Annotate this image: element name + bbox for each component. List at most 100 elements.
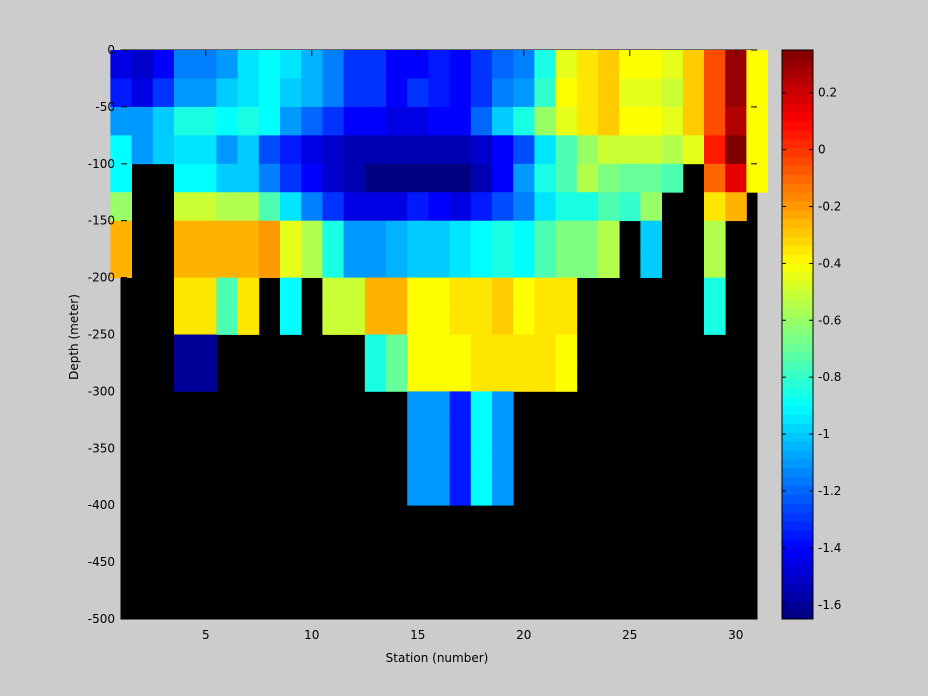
colorbar-band <box>782 583 813 593</box>
heatmap-cell <box>534 277 556 307</box>
heatmap-cell <box>449 163 472 193</box>
colorbar-band <box>782 423 813 433</box>
heatmap-cell <box>110 163 132 193</box>
heatmap-cell <box>576 163 599 193</box>
y-axis-label: Depth (meter) <box>67 294 81 380</box>
heatmap-cell <box>322 50 344 79</box>
colorbar-band <box>782 414 813 424</box>
heatmap-cell <box>661 78 684 108</box>
heatmap-cell <box>746 78 768 108</box>
colorbar-band <box>782 343 813 353</box>
heatmap-cell <box>598 220 620 250</box>
colorbar-band <box>782 192 813 202</box>
heatmap-cell <box>513 50 535 79</box>
heatmap-cell <box>322 306 344 335</box>
heatmap-cell <box>195 78 217 108</box>
heatmap-cell <box>470 306 493 335</box>
heatmap-cell <box>746 106 768 136</box>
heatmap-cell <box>343 306 366 335</box>
heatmap-cell <box>407 419 429 449</box>
heatmap-cell <box>492 78 514 108</box>
heatmap-cell <box>280 220 302 250</box>
heatmap-cell <box>280 249 302 278</box>
heatmap-cell <box>428 277 450 307</box>
heatmap-cell <box>470 135 493 165</box>
heatmap-cell <box>237 163 260 193</box>
heatmap-cell <box>598 135 620 165</box>
colorbar-tick-label: -1.4 <box>818 541 841 555</box>
heatmap-cell <box>322 106 344 136</box>
heatmap-cell <box>449 448 472 478</box>
colorbar-tick-label: -0.2 <box>818 199 841 213</box>
heatmap-cell <box>470 78 493 108</box>
heatmap-cell <box>216 135 238 165</box>
colorbar-band <box>782 387 813 398</box>
heatmap-cell <box>386 163 408 193</box>
heatmap-cell <box>301 135 323 165</box>
heatmap-cell <box>725 106 747 136</box>
heatmap-cell <box>280 192 302 222</box>
heatmap-cell <box>407 277 429 307</box>
heatmap-cell <box>407 476 429 506</box>
colorbar-band <box>782 281 813 291</box>
heatmap-cell <box>152 106 175 136</box>
colorbar-tick-label: -0.4 <box>818 256 841 270</box>
heatmap-cell <box>725 192 747 222</box>
heatmap-cell <box>470 277 493 307</box>
heatmap-cell <box>174 220 196 250</box>
heatmap-cell <box>534 106 556 136</box>
heatmap-cell <box>386 334 408 364</box>
heatmap-cell <box>152 135 175 165</box>
heatmap-cell <box>513 306 535 335</box>
heatmap-cell <box>428 50 450 79</box>
heatmap-cell <box>407 448 429 478</box>
colorbar-band <box>782 174 813 184</box>
heatmap-cell <box>195 277 217 307</box>
heatmap-cell <box>364 306 387 335</box>
heatmap-cell <box>470 476 493 506</box>
heatmap-cell <box>640 50 662 79</box>
heatmap-cell <box>174 306 196 335</box>
heatmap-cell <box>576 50 599 79</box>
heatmap-cell <box>746 163 768 193</box>
heatmap-cell <box>725 163 747 193</box>
colorbar-band <box>782 334 813 344</box>
heatmap-cell <box>682 78 705 108</box>
colorbar-band <box>782 378 813 389</box>
heatmap-cell <box>470 419 493 449</box>
heatmap-cell <box>513 277 535 307</box>
heatmap-cell <box>258 192 281 222</box>
heatmap-cell <box>534 306 556 335</box>
heatmap-cell <box>110 106 132 136</box>
heatmap-cell <box>343 220 366 250</box>
heatmap-cell <box>364 362 387 392</box>
heatmap-cell <box>364 277 387 307</box>
heatmap-cell <box>280 50 302 79</box>
heatmap-cell <box>258 163 281 193</box>
y-tick-label: -300 <box>88 384 115 398</box>
colorbar-band <box>782 370 813 380</box>
heatmap-cell <box>407 220 429 250</box>
heatmap-cell <box>704 106 726 136</box>
heatmap-cell <box>343 135 366 165</box>
heatmap-cell <box>619 106 641 136</box>
heatmap-cell <box>513 220 535 250</box>
heatmap-cell <box>513 192 535 222</box>
colorbar-band <box>782 476 813 487</box>
heatmap-cell <box>576 135 599 165</box>
heatmap-cell <box>555 249 578 278</box>
colorbar-tick-label: 0 <box>818 143 826 157</box>
heatmap-cell <box>555 306 578 335</box>
heatmap-cell <box>407 78 429 108</box>
heatmap-cell <box>386 306 408 335</box>
heatmap-cell <box>174 163 196 193</box>
heatmap-cell <box>492 334 514 364</box>
heatmap-cell <box>704 78 726 108</box>
heatmap-cell <box>258 249 281 278</box>
heatmap-cell <box>640 163 662 193</box>
heatmap-cell <box>131 50 154 79</box>
heatmap-cell <box>619 163 641 193</box>
colorbar-band <box>782 592 813 602</box>
heatmap-cell <box>513 362 535 392</box>
heatmap-cell <box>280 306 302 335</box>
